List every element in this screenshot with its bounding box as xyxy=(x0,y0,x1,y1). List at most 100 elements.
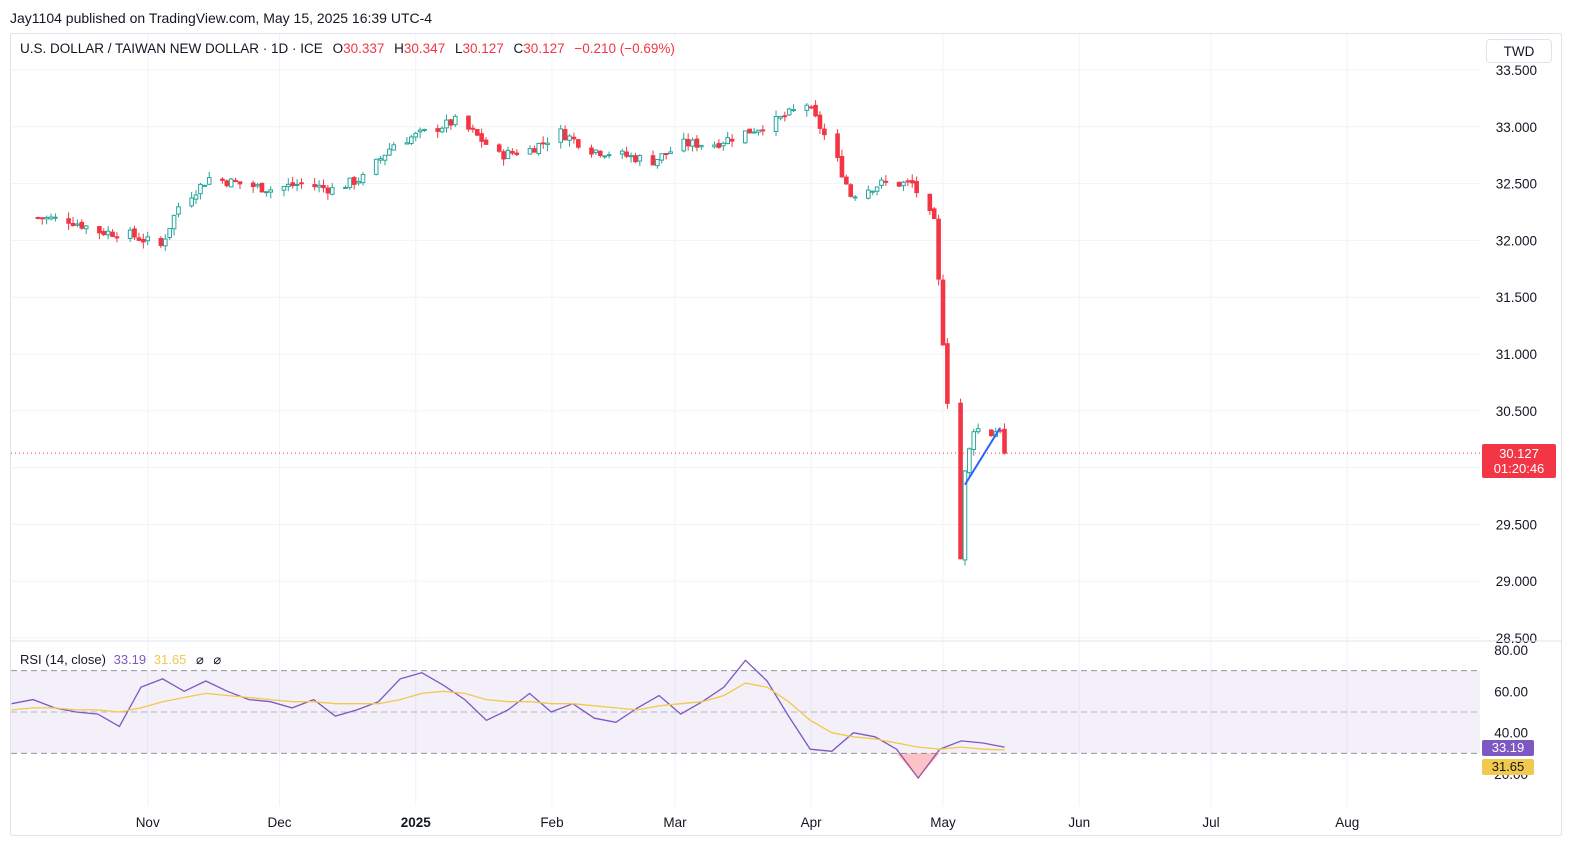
x-tick-label: Mar xyxy=(663,815,687,830)
candle-body xyxy=(224,180,230,187)
candle-body xyxy=(747,128,752,134)
rsi-ma-line xyxy=(11,682,1005,751)
candle-body xyxy=(742,130,748,144)
trend-line xyxy=(964,427,1001,486)
candle-body xyxy=(97,225,102,234)
candle-body xyxy=(404,142,410,145)
candle-body xyxy=(452,115,458,126)
candle-body xyxy=(299,182,304,185)
y-tick-label: 33.500 xyxy=(1496,63,1537,78)
candle-body xyxy=(721,142,726,147)
candle-body xyxy=(589,147,594,155)
candle-body xyxy=(343,186,348,189)
candle-body xyxy=(975,428,981,433)
candle-body xyxy=(281,186,287,191)
candle-body xyxy=(927,193,933,212)
candle-body xyxy=(44,216,49,220)
candle-body xyxy=(255,184,260,187)
candle-body xyxy=(962,470,968,561)
candle-body xyxy=(312,184,317,188)
candle-body xyxy=(545,142,550,146)
candle-body xyxy=(989,429,994,437)
candle-body xyxy=(439,127,445,133)
candle-body xyxy=(527,148,533,155)
y-tick-label: 30.500 xyxy=(1496,404,1537,419)
candle-body xyxy=(958,402,963,560)
rsi-icon-2[interactable]: ⌀ xyxy=(213,652,222,667)
candle-body xyxy=(198,183,203,195)
currency-button[interactable]: TWD xyxy=(1486,39,1552,63)
candle-body xyxy=(971,431,977,450)
candle-body xyxy=(571,136,577,140)
last-price-tag: 30.127 01:20:46 xyxy=(1482,444,1556,478)
candle-body xyxy=(417,129,423,133)
candle-body xyxy=(435,128,441,132)
candle-body xyxy=(356,181,361,184)
candle-body xyxy=(83,225,89,230)
candle-body xyxy=(914,181,919,194)
candle-body xyxy=(945,343,950,404)
candle-body xyxy=(228,178,234,188)
candle-body xyxy=(936,218,941,280)
candle-body xyxy=(286,183,291,188)
candle-body xyxy=(567,135,572,141)
candle-body xyxy=(791,109,796,112)
candle-body xyxy=(373,158,379,175)
candle-body xyxy=(48,216,54,220)
low-value: 30.127 xyxy=(462,41,504,56)
candle-body xyxy=(329,187,335,195)
rsi-pane xyxy=(11,659,1480,780)
rsi-value: 33.19 xyxy=(113,652,147,667)
candle-body xyxy=(391,144,397,151)
candle-body xyxy=(751,131,757,134)
candle-body xyxy=(193,194,199,200)
rsi-icon-1[interactable]: ⌀ xyxy=(195,652,204,667)
high-label: H xyxy=(394,41,404,56)
candle-body xyxy=(782,115,788,118)
y-tick-label: 31.500 xyxy=(1496,290,1537,305)
candle-body xyxy=(53,216,58,219)
candle-body xyxy=(602,155,607,158)
candle-body xyxy=(593,149,599,154)
close-label: C xyxy=(513,41,524,56)
candle-body xyxy=(786,108,792,116)
rsi-tick-label: 60.00 xyxy=(1494,684,1528,699)
candle-body xyxy=(259,182,265,193)
y-tick-label: 29.000 xyxy=(1496,574,1537,589)
candle-body xyxy=(316,184,322,188)
candle-body xyxy=(901,181,906,187)
candle-body xyxy=(510,151,515,154)
candle-body xyxy=(883,180,889,183)
candle-body xyxy=(839,155,845,178)
candle-body xyxy=(655,158,660,167)
candle-body xyxy=(699,144,704,148)
candle-body xyxy=(233,179,238,183)
candle-body xyxy=(474,129,480,136)
x-tick-label: Jul xyxy=(1202,815,1219,830)
open-label: O xyxy=(332,41,344,56)
candle-body xyxy=(628,155,634,158)
candle-body xyxy=(127,229,133,239)
candle-body xyxy=(413,132,419,138)
candles xyxy=(11,100,1482,566)
last-price-value: 30.127 xyxy=(1499,446,1539,461)
candle-body xyxy=(132,228,137,238)
candle-body xyxy=(817,114,823,129)
candle-body xyxy=(844,176,849,185)
candle-body xyxy=(848,184,854,197)
rsi-ma-value: 31.65 xyxy=(153,652,187,667)
candle-body xyxy=(729,138,735,142)
candle-body xyxy=(668,151,673,154)
candle-body xyxy=(75,223,80,226)
candle-body xyxy=(896,181,902,187)
y-tick-label: 32.500 xyxy=(1496,177,1537,192)
candle-body xyxy=(35,216,41,219)
high-value: 30.347 xyxy=(403,41,446,56)
candle-body xyxy=(466,115,471,130)
candle-body xyxy=(778,116,783,119)
candle-body xyxy=(202,184,208,187)
candle-body xyxy=(66,218,71,224)
candle-body xyxy=(176,206,181,215)
candle-body xyxy=(444,119,449,129)
